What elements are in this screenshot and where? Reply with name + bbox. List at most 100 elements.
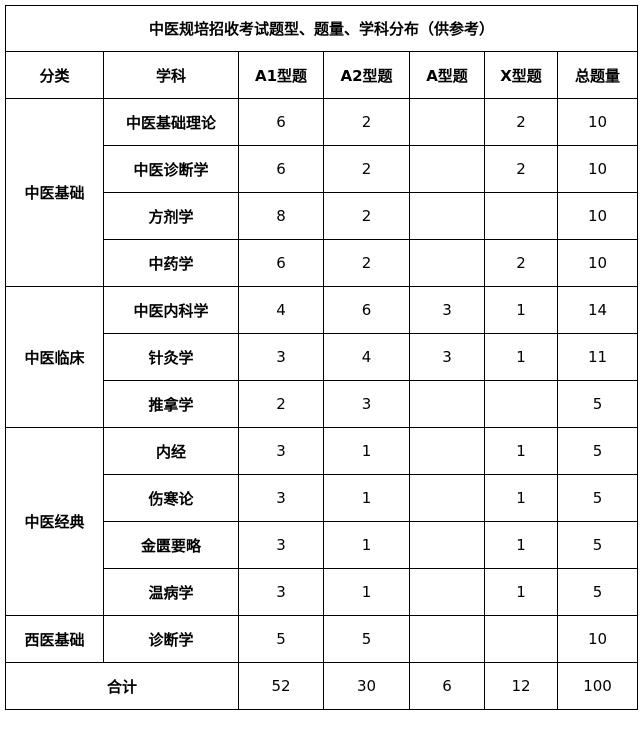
a-cell (409, 568, 485, 616)
header-x: X型题 (484, 51, 558, 99)
x-cell: 1 (484, 427, 558, 475)
subject-cell: 中医内科学 (103, 286, 239, 334)
x-cell (484, 615, 558, 663)
x-cell (484, 192, 558, 240)
a-cell (409, 427, 485, 475)
a-cell (409, 521, 485, 569)
category-cell: 西医基础 (5, 615, 104, 663)
subject-cell: 内经 (103, 427, 239, 475)
subject-cell: 推拿学 (103, 380, 239, 428)
a-cell: 3 (409, 286, 485, 334)
totals-x: 12 (484, 662, 558, 710)
total-cell: 5 (556, 380, 639, 428)
a-cell (409, 380, 485, 428)
subject-cell: 中医基础理论 (103, 98, 239, 146)
total-cell: 10 (556, 239, 639, 287)
header-a: A型题 (409, 51, 485, 99)
subject-cell: 中药学 (103, 239, 239, 287)
a2-cell: 2 (323, 239, 410, 287)
table-row: 西医基础 诊断学 5 5 10 (5, 615, 639, 663)
a1-cell: 6 (238, 98, 324, 146)
header-category: 分类 (5, 51, 104, 99)
a2-cell: 3 (323, 380, 410, 428)
a-cell (409, 192, 485, 240)
a1-cell: 3 (238, 333, 324, 381)
header-subject: 学科 (103, 51, 239, 99)
totals-total: 100 (556, 662, 639, 710)
table-row: 方剂学 8 2 10 (6, 192, 639, 240)
a2-cell: 1 (323, 474, 410, 522)
x-cell: 2 (484, 145, 558, 193)
x-cell: 1 (484, 521, 558, 569)
header-total: 总题量 (556, 51, 639, 99)
total-cell: 14 (556, 286, 639, 334)
total-cell: 10 (556, 98, 639, 146)
a2-cell: 2 (323, 98, 410, 146)
header-a1: A1型题 (238, 51, 324, 99)
totals-row: 合计 52 30 6 12 100 (5, 662, 639, 710)
totals-a1: 52 (238, 662, 324, 710)
a1-cell: 3 (238, 474, 324, 522)
x-cell: 1 (484, 474, 558, 522)
total-cell: 10 (556, 615, 639, 663)
a1-cell: 3 (238, 568, 324, 616)
totals-a: 6 (409, 662, 485, 710)
a-cell: 3 (409, 333, 485, 381)
a1-cell: 4 (238, 286, 324, 334)
a1-cell: 5 (238, 615, 324, 663)
a-cell (409, 239, 485, 287)
table-row: 金匮要略 3 1 1 5 (6, 521, 639, 569)
a2-cell: 2 (323, 192, 410, 240)
a2-cell: 5 (323, 615, 410, 663)
total-cell: 5 (556, 474, 639, 522)
header-a2: A2型题 (323, 51, 410, 99)
a-cell (409, 145, 485, 193)
exam-distribution-table: 中医规培招收考试题型、题量、学科分布（供参考） 分类 学科 A1型题 A2型题 … (4, 5, 639, 710)
total-cell: 11 (556, 333, 639, 381)
a1-cell: 6 (238, 145, 324, 193)
total-cell: 5 (556, 427, 639, 475)
table-row: 中医经典 内经 3 1 1 5 (5, 427, 639, 616)
table-row: 中医诊断学 6 2 2 10 (6, 145, 639, 193)
a2-cell: 2 (323, 145, 410, 193)
subject-cell: 金匮要略 (103, 521, 239, 569)
table-title: 中医规培招收考试题型、题量、学科分布（供参考） (4, 5, 639, 52)
table-row: 针灸学 3 4 3 1 11 (6, 333, 639, 381)
subject-cell: 针灸学 (103, 333, 239, 381)
total-cell: 10 (556, 192, 639, 240)
a-cell (409, 615, 485, 663)
total-cell: 5 (556, 568, 639, 616)
subject-cell: 方剂学 (103, 192, 239, 240)
table-row: 推拿学 2 3 5 (6, 380, 639, 428)
subject-cell: 诊断学 (103, 615, 239, 663)
x-cell: 1 (484, 333, 558, 381)
a2-cell: 1 (323, 568, 410, 616)
category-cell: 中医基础 (5, 98, 104, 287)
x-cell: 2 (484, 239, 558, 287)
a1-cell: 3 (238, 521, 324, 569)
a-cell (409, 98, 485, 146)
a2-cell: 4 (323, 333, 410, 381)
x-cell: 1 (484, 286, 558, 334)
a1-cell: 2 (238, 380, 324, 428)
a2-cell: 1 (323, 521, 410, 569)
a2-cell: 6 (323, 286, 410, 334)
a1-cell: 3 (238, 427, 324, 475)
category-cell: 中医经典 (5, 427, 104, 616)
header-row: 分类 学科 A1型题 A2型题 A型题 X型题 总题量 (5, 51, 639, 99)
a1-cell: 8 (238, 192, 324, 240)
x-cell (484, 380, 558, 428)
category-cell: 中医临床 (5, 286, 104, 428)
table-row: 中医临床 中医内科学 4 6 3 1 14 (5, 286, 639, 428)
table-row: 中药学 6 2 2 10 (6, 239, 639, 287)
x-cell: 1 (484, 568, 558, 616)
subject-cell: 温病学 (103, 568, 239, 616)
a-cell (409, 474, 485, 522)
subject-cell: 伤寒论 (103, 474, 239, 522)
total-cell: 5 (556, 521, 639, 569)
subject-cell: 中医诊断学 (103, 145, 239, 193)
totals-label: 合计 (5, 662, 239, 710)
a1-cell: 6 (238, 239, 324, 287)
x-cell: 2 (484, 98, 558, 146)
totals-a2: 30 (323, 662, 410, 710)
